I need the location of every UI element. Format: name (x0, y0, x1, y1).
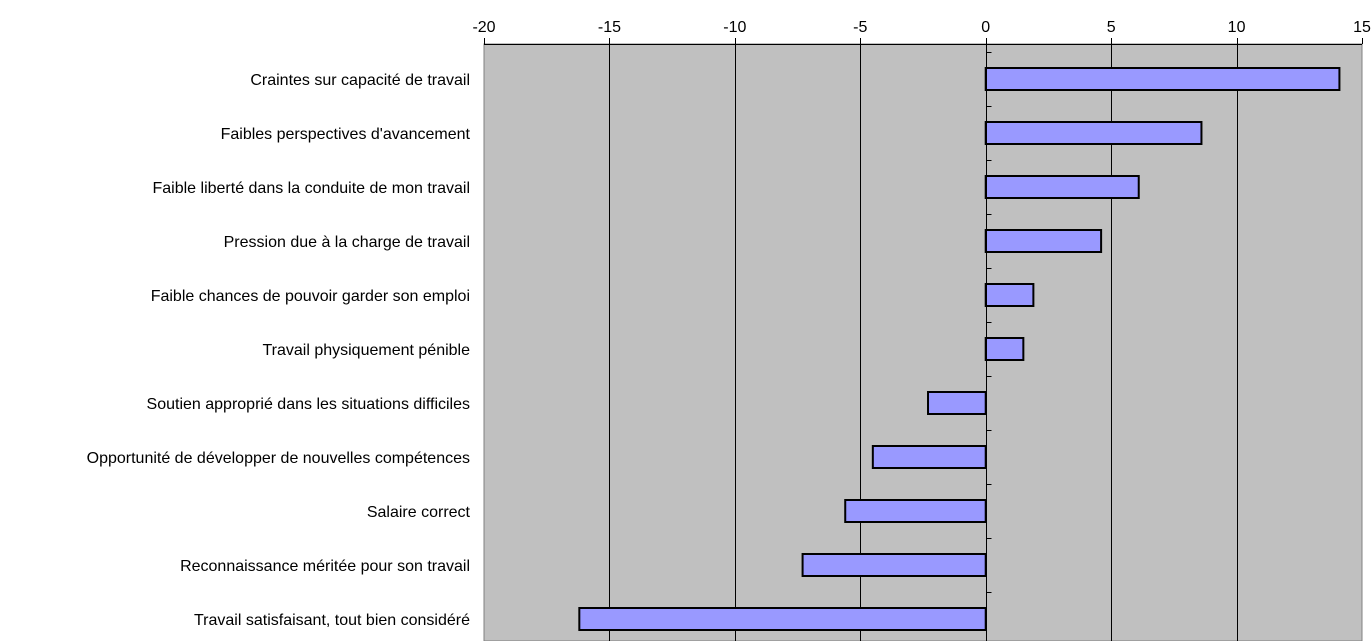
bar (984, 283, 1035, 307)
category-label: Faibles perspectives d'avancement (221, 126, 471, 143)
x-tick-label: -10 (723, 19, 746, 36)
x-tick-labels: -20 -15 -10 -5 0 5 10 15 (472, 19, 1371, 36)
x-tick-label: -15 (598, 19, 621, 36)
plot-area (483, 43, 1363, 641)
category-label: Travail physiquement pénible (262, 342, 470, 359)
bars (578, 67, 1341, 631)
x-tick-label: -20 (472, 19, 495, 36)
bar (984, 121, 1203, 145)
x-tick-label: 0 (981, 19, 990, 36)
bar (984, 175, 1140, 199)
bar (844, 499, 987, 523)
category-label: Soutien approprié dans les situations di… (147, 396, 470, 413)
bar (871, 445, 987, 469)
bar (984, 67, 1341, 91)
category-labels: Craintes sur capacité de travail Faibles … (87, 72, 471, 629)
category-label: Faible liberté dans la conduite de mon t… (152, 180, 470, 197)
bar (578, 607, 987, 631)
x-tick-label: 10 (1228, 19, 1246, 36)
category-label: Pression due à la charge de travail (224, 234, 470, 251)
x-tick-label: -5 (853, 19, 867, 36)
bar (927, 391, 987, 415)
category-label: Craintes sur capacité de travail (250, 72, 470, 89)
x-tick-label: 15 (1353, 19, 1371, 36)
bar (984, 337, 1025, 361)
category-label: Travail satisfaisant, tout bien considér… (194, 612, 470, 629)
axes (484, 38, 1363, 641)
category-label: Opportunité de développer de nouvelles c… (87, 450, 470, 467)
x-tick-label: 5 (1107, 19, 1116, 36)
bar (801, 553, 987, 577)
bar (984, 229, 1103, 253)
category-label: Faible chances de pouvoir garder son emp… (151, 288, 470, 305)
category-label: Salaire correct (367, 504, 471, 521)
category-label: Reconnaissance méritée pour son travail (180, 558, 470, 575)
